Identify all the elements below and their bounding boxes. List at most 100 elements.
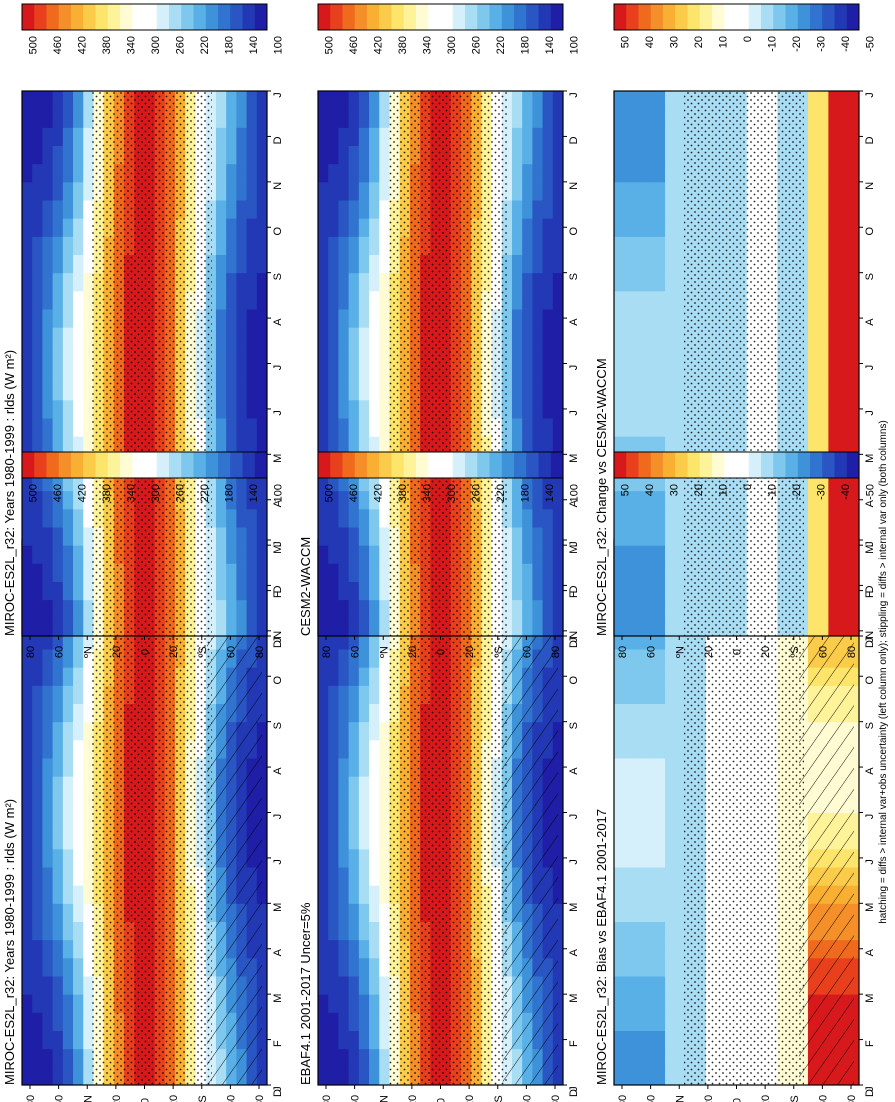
heatmap-cell xyxy=(522,381,533,401)
heatmap-cell xyxy=(22,830,33,850)
heatmap-cell xyxy=(552,218,564,237)
heatmap-cell xyxy=(522,527,533,546)
heatmap-cell xyxy=(73,830,84,850)
heatmap-cell xyxy=(73,867,84,886)
heatmap-cell xyxy=(838,200,850,219)
heatmap-cell xyxy=(83,581,94,601)
heatmap-cell xyxy=(614,794,625,813)
heatmap-cell xyxy=(83,794,94,813)
heatmap-cell xyxy=(644,1066,656,1086)
heatmap-cell xyxy=(62,545,74,564)
heatmap-cell xyxy=(52,703,64,723)
colorbar-swatch xyxy=(391,452,405,478)
heatmap-cell xyxy=(328,758,339,777)
heatmap-cell xyxy=(379,145,390,165)
heatmap-cell xyxy=(52,867,64,886)
heatmap-cell xyxy=(73,685,84,704)
heatmap-cell xyxy=(665,399,676,419)
heatmap-cell xyxy=(675,721,686,741)
heatmap-cell xyxy=(22,472,33,492)
heatmap-cell xyxy=(52,545,64,564)
heatmap-cell xyxy=(358,794,370,813)
heatmap-cell xyxy=(226,163,237,183)
heatmap-cell xyxy=(62,758,74,777)
x-tick-label: J xyxy=(864,859,876,865)
heatmap-cell xyxy=(83,685,94,704)
heatmap-cell xyxy=(522,599,533,619)
heatmap-cell xyxy=(358,472,370,492)
heatmap-cell xyxy=(369,472,380,492)
heatmap-cell xyxy=(22,490,33,510)
heatmap-cell xyxy=(328,630,339,650)
heatmap-cell xyxy=(848,309,860,328)
heatmap-cell xyxy=(818,145,829,165)
heatmap-cell xyxy=(32,1030,43,1050)
heatmap-cell xyxy=(32,830,43,850)
heatmap-cell xyxy=(552,254,564,274)
heatmap-cell xyxy=(532,599,544,619)
heatmap-cell xyxy=(42,327,54,346)
heatmap-cell xyxy=(256,599,268,619)
colorbar-swatch xyxy=(403,4,417,30)
heatmap-cell xyxy=(62,739,74,759)
colorbar-swatch xyxy=(663,452,676,478)
heatmap-cell xyxy=(665,381,676,401)
panel-title: MIROC-ES2L_r32: Bias vs EBAF4.1 2001-201… xyxy=(594,809,609,1085)
heatmap-cell xyxy=(369,418,380,437)
heatmap-cell xyxy=(73,399,84,419)
heatmap-cell xyxy=(828,545,840,564)
colorbar-swatch xyxy=(58,452,72,478)
heatmap-cell xyxy=(614,127,625,146)
colorbar-swatch xyxy=(452,4,466,30)
heatmap-cell xyxy=(675,957,686,977)
heatmap-cell xyxy=(838,91,850,110)
heatmap-cell xyxy=(644,109,656,128)
heatmap-cell xyxy=(614,812,625,832)
colorbar-label: -40 xyxy=(840,36,852,52)
heatmap-cell xyxy=(52,758,64,777)
heatmap-cell xyxy=(532,327,544,346)
heatmap-cell xyxy=(318,848,329,868)
heatmap-cell xyxy=(83,91,94,110)
heatmap-cell xyxy=(338,418,350,437)
heatmap-cell xyxy=(624,581,635,601)
y-tick-label: 60 xyxy=(817,1095,829,1102)
heatmap-cell xyxy=(358,599,370,619)
heatmap-cell xyxy=(52,345,64,364)
heatmap-cell xyxy=(338,867,350,886)
heatmap-cell xyxy=(522,581,533,601)
heatmap-cell xyxy=(675,630,686,650)
heatmap-cell xyxy=(379,490,390,510)
heatmap-cell xyxy=(614,200,625,219)
y-tick-label: 80 xyxy=(321,646,333,658)
heatmap-cell xyxy=(828,290,840,310)
heatmap-cell xyxy=(665,758,676,777)
heatmap-cell xyxy=(246,309,258,328)
heatmap-cell xyxy=(32,703,43,723)
heatmap-cell xyxy=(52,381,64,401)
heatmap-cell xyxy=(42,1066,54,1086)
heatmap-cell xyxy=(83,721,94,741)
heatmap-cell xyxy=(665,472,676,492)
x-tick-label: F xyxy=(568,1040,580,1047)
heatmap-cell xyxy=(654,327,666,346)
colorbar-swatch xyxy=(144,4,158,30)
heatmap-cell xyxy=(644,309,656,328)
heatmap-cell xyxy=(614,776,625,795)
heatmap-cell xyxy=(511,418,523,437)
heatmap-cell xyxy=(654,921,666,941)
colorbar-swatch xyxy=(514,4,527,30)
heatmap-cell xyxy=(22,145,33,165)
heatmap-cell xyxy=(848,545,860,564)
heatmap-cell xyxy=(246,599,258,619)
heatmap-cell xyxy=(328,109,339,128)
panel-title: MIROC-ES2L_r32: Years 1980-1999 : rlds (… xyxy=(2,799,17,1085)
heatmap-cell xyxy=(22,649,33,668)
heatmap-cell xyxy=(62,381,74,401)
colorbar-label: 460 xyxy=(348,36,360,54)
heatmap-cell xyxy=(369,994,380,1013)
heatmap-cell xyxy=(532,472,544,492)
heatmap-cell xyxy=(338,127,350,146)
heatmap-cell xyxy=(614,545,625,564)
heatmap-cell xyxy=(634,994,646,1013)
